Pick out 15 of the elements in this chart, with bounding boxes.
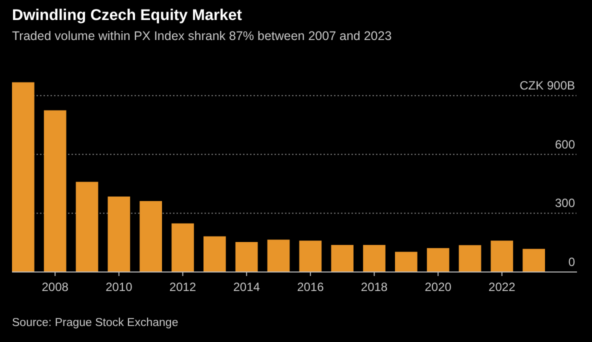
y-tick-label: 300 [554, 196, 576, 210]
x-tick-label: 2022 [488, 280, 516, 294]
y-tick-label: 0 [568, 255, 576, 269]
source-note: Source: Prague Stock Exchange [12, 317, 178, 329]
x-tick-label: 2010 [106, 280, 133, 294]
chart-subtitle: Traded volume within PX Index shrank 87% between 2007 and 2023 [12, 29, 392, 43]
y-tick-label: 600 [554, 137, 576, 152]
x-tick-label: 2016 [297, 280, 324, 294]
x-tick-label: 2020 [424, 280, 452, 294]
chart-title: Dwindling Czech Equity Market [12, 7, 242, 25]
x-tick-label: 2018 [360, 280, 388, 294]
x-tick-label: 2012 [169, 280, 196, 294]
x-tick-label: 2014 [233, 280, 260, 294]
x-tick-label: 2008 [42, 280, 69, 294]
y-tick-label: CZK 900B [520, 78, 575, 93]
